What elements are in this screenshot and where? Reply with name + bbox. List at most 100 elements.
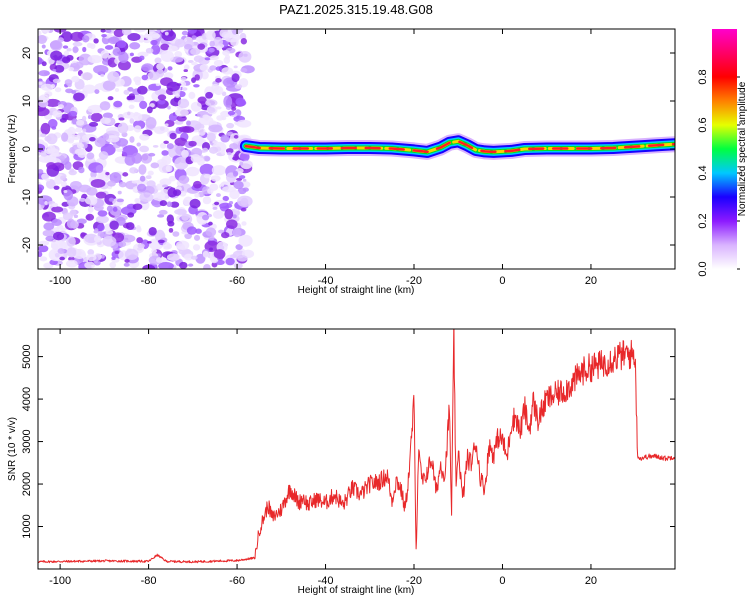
noise-speckle bbox=[107, 36, 120, 45]
noise-speckle bbox=[174, 51, 183, 58]
noise-speckle bbox=[221, 67, 234, 75]
noise-speckle bbox=[85, 213, 95, 221]
noise-speckle bbox=[213, 36, 223, 47]
noise-speckle bbox=[109, 220, 119, 230]
noise-speckle bbox=[240, 38, 248, 45]
noise-speckle bbox=[212, 210, 225, 219]
noise-speckle bbox=[107, 180, 116, 187]
noise-speckle bbox=[61, 56, 71, 64]
noise-speckle bbox=[186, 226, 197, 235]
noise-speckle bbox=[138, 164, 147, 175]
noise-speckle bbox=[162, 241, 171, 249]
noise-speckle bbox=[209, 65, 217, 71]
noise-speckle bbox=[38, 81, 43, 85]
noise-speckle bbox=[47, 145, 56, 154]
noise-speckle bbox=[157, 94, 167, 101]
noise-speckle bbox=[136, 142, 141, 147]
y-tick-label: 10 bbox=[21, 95, 33, 107]
colorbar: 0.0 0.2 0.4 0.6 0.8 Normalized spectral ampl… bbox=[697, 29, 748, 277]
noise-speckle bbox=[38, 169, 44, 174]
x-tick-label: -40 bbox=[318, 575, 334, 587]
noise-speckle bbox=[208, 124, 223, 133]
noise-speckle bbox=[157, 239, 165, 243]
noise-speckle bbox=[40, 133, 47, 138]
noise-speckle bbox=[221, 91, 227, 97]
noise-speckle bbox=[136, 225, 141, 231]
noise-speckle bbox=[141, 64, 151, 72]
y-tick-label: 0 bbox=[21, 146, 33, 152]
noise-speckle bbox=[215, 78, 222, 83]
noise-speckle bbox=[101, 33, 107, 38]
noise-speckle bbox=[152, 145, 159, 148]
noise-speckle bbox=[127, 212, 135, 218]
noise-speckle bbox=[163, 140, 169, 144]
noise-speckle bbox=[181, 30, 189, 36]
noise-speckle bbox=[174, 108, 189, 117]
noise-speckle bbox=[87, 55, 103, 64]
noise-speckle bbox=[218, 229, 225, 234]
noise-speckle bbox=[74, 148, 87, 156]
noise-speckle bbox=[56, 60, 64, 65]
noise-speckle bbox=[232, 170, 239, 177]
noise-speckle bbox=[207, 188, 214, 195]
noise-speckle bbox=[87, 237, 96, 243]
frequency-ridge bbox=[237, 133, 675, 160]
noise-speckle bbox=[105, 29, 112, 34]
noise-speckle bbox=[90, 178, 106, 188]
noise-speckle bbox=[38, 70, 50, 77]
noise-speckle bbox=[187, 29, 197, 34]
noise-speckle bbox=[112, 206, 118, 212]
snr-frame bbox=[37, 328, 676, 570]
noise-speckle bbox=[161, 150, 169, 156]
noise-speckle bbox=[186, 120, 191, 126]
noise-speckle bbox=[76, 119, 85, 126]
noise-speckle bbox=[107, 96, 114, 101]
noise-speckle bbox=[155, 83, 161, 87]
noise-speckle bbox=[84, 261, 96, 269]
noise-speckle bbox=[181, 87, 188, 91]
noise-speckle bbox=[166, 143, 174, 150]
ridge-red-core bbox=[244, 140, 675, 154]
snr-panel: -100 -80 -60 -40 -20 0 20 1000 2000 3000 4000 5000… bbox=[7, 328, 676, 596]
noise-speckle bbox=[105, 172, 110, 176]
noise-speckle bbox=[127, 33, 141, 41]
noise-speckle bbox=[215, 66, 223, 71]
noise-speckle bbox=[139, 55, 145, 61]
noise-speckle bbox=[124, 258, 130, 263]
noise-speckle bbox=[136, 183, 147, 192]
noise-speckle bbox=[51, 206, 64, 213]
noise-speckle bbox=[89, 136, 96, 142]
noise-speckle bbox=[76, 218, 87, 225]
noise-speckle bbox=[38, 143, 46, 153]
noise-speckle bbox=[233, 134, 239, 139]
noise-speckle bbox=[205, 99, 218, 107]
noise-speckle bbox=[117, 60, 131, 71]
noise-speckle bbox=[202, 214, 210, 221]
colorbar-tick-label: 0.6 bbox=[697, 117, 709, 132]
noise-speckle bbox=[117, 122, 129, 134]
noise-speckle bbox=[53, 185, 60, 190]
noise-speckle bbox=[148, 226, 157, 236]
noise-speckle bbox=[73, 248, 86, 260]
noise-speckle bbox=[174, 156, 189, 170]
noise-speckle bbox=[231, 73, 240, 83]
noise-speckle bbox=[122, 172, 129, 177]
noise-speckle bbox=[129, 42, 141, 50]
noise-speckle bbox=[151, 248, 157, 254]
noise-speckle bbox=[220, 134, 230, 143]
noise-speckle bbox=[145, 175, 152, 180]
noise-speckle bbox=[52, 110, 63, 118]
noise-speckle bbox=[75, 127, 83, 133]
noise-speckle bbox=[72, 46, 79, 54]
noise-speckle bbox=[98, 151, 109, 160]
noise-speckle bbox=[159, 142, 167, 149]
noise-speckle bbox=[155, 257, 163, 263]
noise-speckle bbox=[213, 59, 224, 67]
x-tick-label: -40 bbox=[318, 275, 334, 287]
noise-speckle bbox=[159, 200, 168, 207]
noise-speckle bbox=[181, 149, 189, 158]
noise-speckle bbox=[139, 145, 150, 153]
noise-speckle bbox=[240, 160, 253, 170]
noise-speckle bbox=[222, 186, 236, 193]
